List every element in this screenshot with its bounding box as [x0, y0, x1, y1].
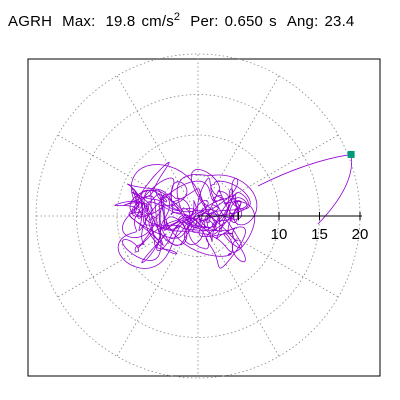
station-code: AGRH [8, 13, 53, 30]
per-value: 0.650 [224, 13, 264, 30]
orbit-trace [114, 153, 353, 269]
max-point-marker [347, 150, 355, 158]
plot-frame [27, 58, 381, 377]
per-unit: s [269, 13, 277, 30]
tick-label-20: 20 [352, 226, 369, 243]
max-unit: cm/s [141, 13, 174, 30]
tick-label-10: 10 [271, 226, 288, 243]
grid-spoke-330 [197, 215, 339, 298]
grid-spoke-150 [57, 134, 199, 217]
ang-value: 23.4 [324, 13, 355, 30]
chart-header: AGRH Max: 19.8 cm/s2 Per: 0.650 s Ang: 23.4 [8, 12, 354, 32]
radius-tick-labels: 10 15 20 [271, 226, 369, 243]
grid-spoke-210 [57, 215, 199, 298]
per-label: Per: [190, 13, 219, 30]
grid-spoke-120 [116, 75, 199, 217]
grid-spoke-60 [197, 75, 280, 217]
ang-label: Ang: [286, 13, 319, 30]
max-unit-exponent: 2 [173, 11, 181, 23]
grid-spoke-300 [197, 215, 280, 357]
max-marker-layer [347, 150, 355, 158]
max-value: 19.8 [105, 13, 136, 30]
orbit-trace-layer [114, 153, 353, 269]
grid-spoke-30 [197, 134, 339, 217]
grid-spoke-240 [116, 215, 199, 357]
tick-label-15: 15 [311, 226, 328, 243]
max-label: Max: [62, 13, 96, 30]
polar-axes [198, 212, 362, 220]
